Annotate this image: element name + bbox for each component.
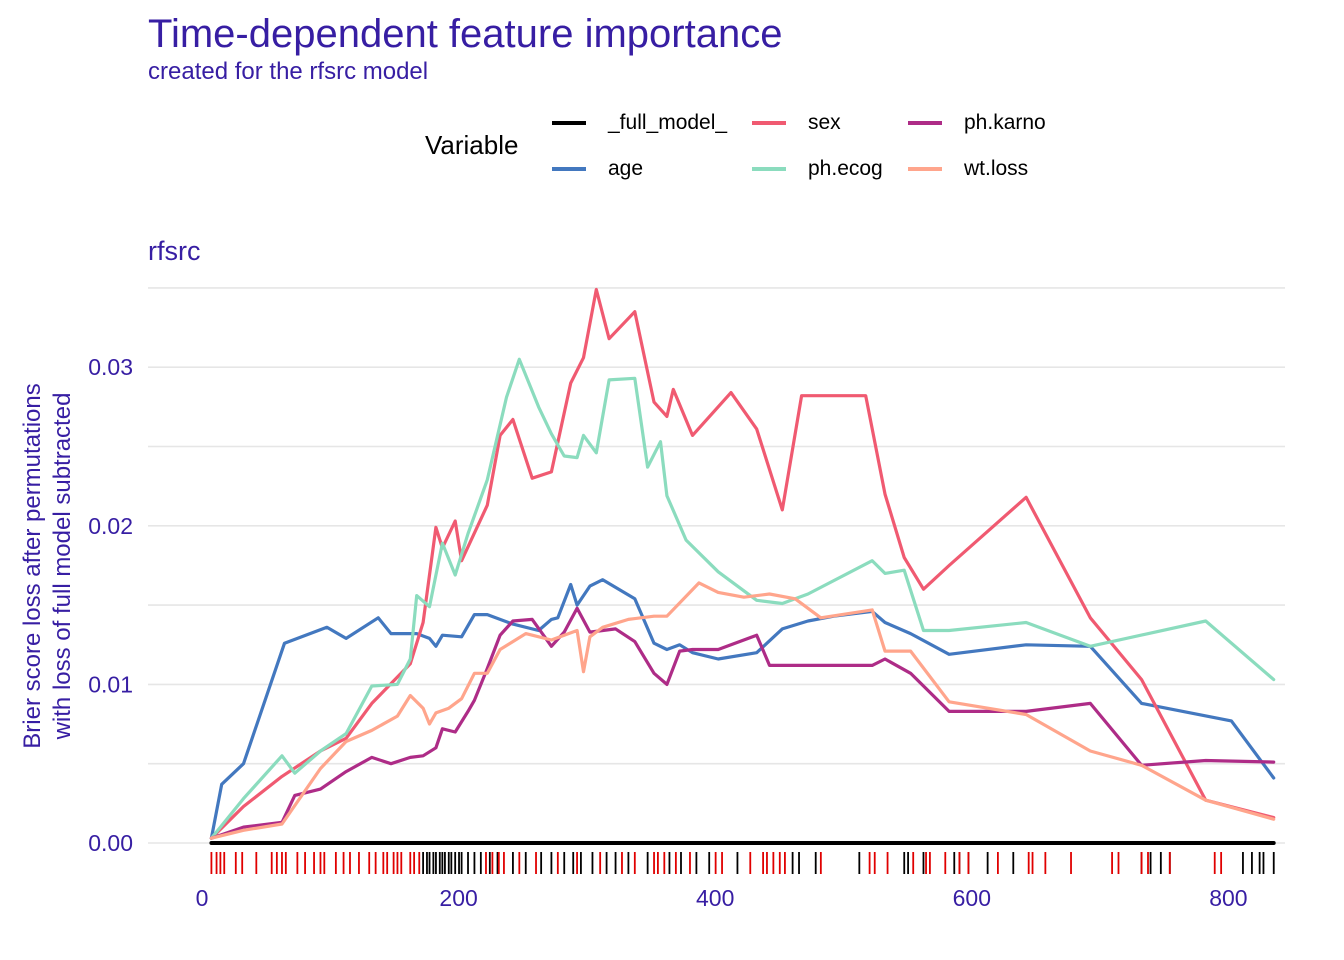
legend-key-sex (752, 121, 786, 125)
x-tick-label: 600 (953, 885, 991, 911)
series-line-wt-loss (209, 581, 1276, 840)
y-tick-label: 0.01 (88, 671, 133, 697)
legend-key-ph-karno (908, 121, 942, 125)
y-tick-label: 0.00 (88, 830, 133, 856)
series-line-ph-ecog (209, 357, 1276, 840)
legend-label-age: age (608, 157, 644, 180)
legend-key-wt-loss (908, 167, 942, 171)
chart-subtitle: created for the rfsrc model (148, 58, 429, 85)
x-tick-label: 400 (696, 885, 734, 911)
series-lines (209, 287, 1276, 845)
legend-key-age (552, 167, 586, 171)
legend-item-ph-karno: ph.karno (908, 111, 1046, 135)
x-tick-label: 0 (196, 885, 209, 911)
y-axis-ticks: 0.00 0.01 0.02 0.03 (88, 354, 133, 856)
x-tick-label: 800 (1209, 885, 1247, 911)
legend-item-sex: sex (752, 111, 841, 135)
legend-label-ph-karno: ph.karno (964, 111, 1046, 134)
legend-item-full-model: _full_model_ (552, 111, 727, 135)
y-axis-title-line-2: with loss of full model subtracted (49, 393, 76, 741)
grid-lines (148, 287, 1285, 844)
y-axis-title-line-1: Brier score loss after permutations (19, 383, 46, 748)
legend-key-full-model (552, 121, 586, 125)
panel-label: rfsrc (148, 236, 201, 266)
legend-title: Variable (425, 130, 519, 160)
series-line-age (209, 578, 1276, 840)
series-line-sex (209, 287, 1276, 840)
x-tick-label: 200 (439, 885, 477, 911)
x-axis-ticks: 0 200 400 600 800 (196, 885, 1248, 911)
legend-label-full-model: _full_model_ (608, 111, 728, 134)
legend-label-ph-ecog: ph.ecog (808, 157, 883, 180)
legend-item-age: age (552, 157, 643, 181)
y-tick-label: 0.02 (88, 513, 133, 539)
chart-title: Time-dependent feature importance (148, 12, 783, 56)
legend-label-wt-loss: wt.loss (964, 157, 1029, 180)
series-line-ph-karno (209, 606, 1276, 840)
legend-item-wt-loss: wt.loss (908, 157, 1028, 181)
legend-label-sex: sex (808, 111, 841, 134)
rug-marks (210, 852, 1275, 874)
legend-key-ph-ecog (752, 167, 786, 171)
y-tick-label: 0.03 (88, 354, 133, 380)
legend-item-ph-ecog: ph.ecog (752, 157, 883, 181)
